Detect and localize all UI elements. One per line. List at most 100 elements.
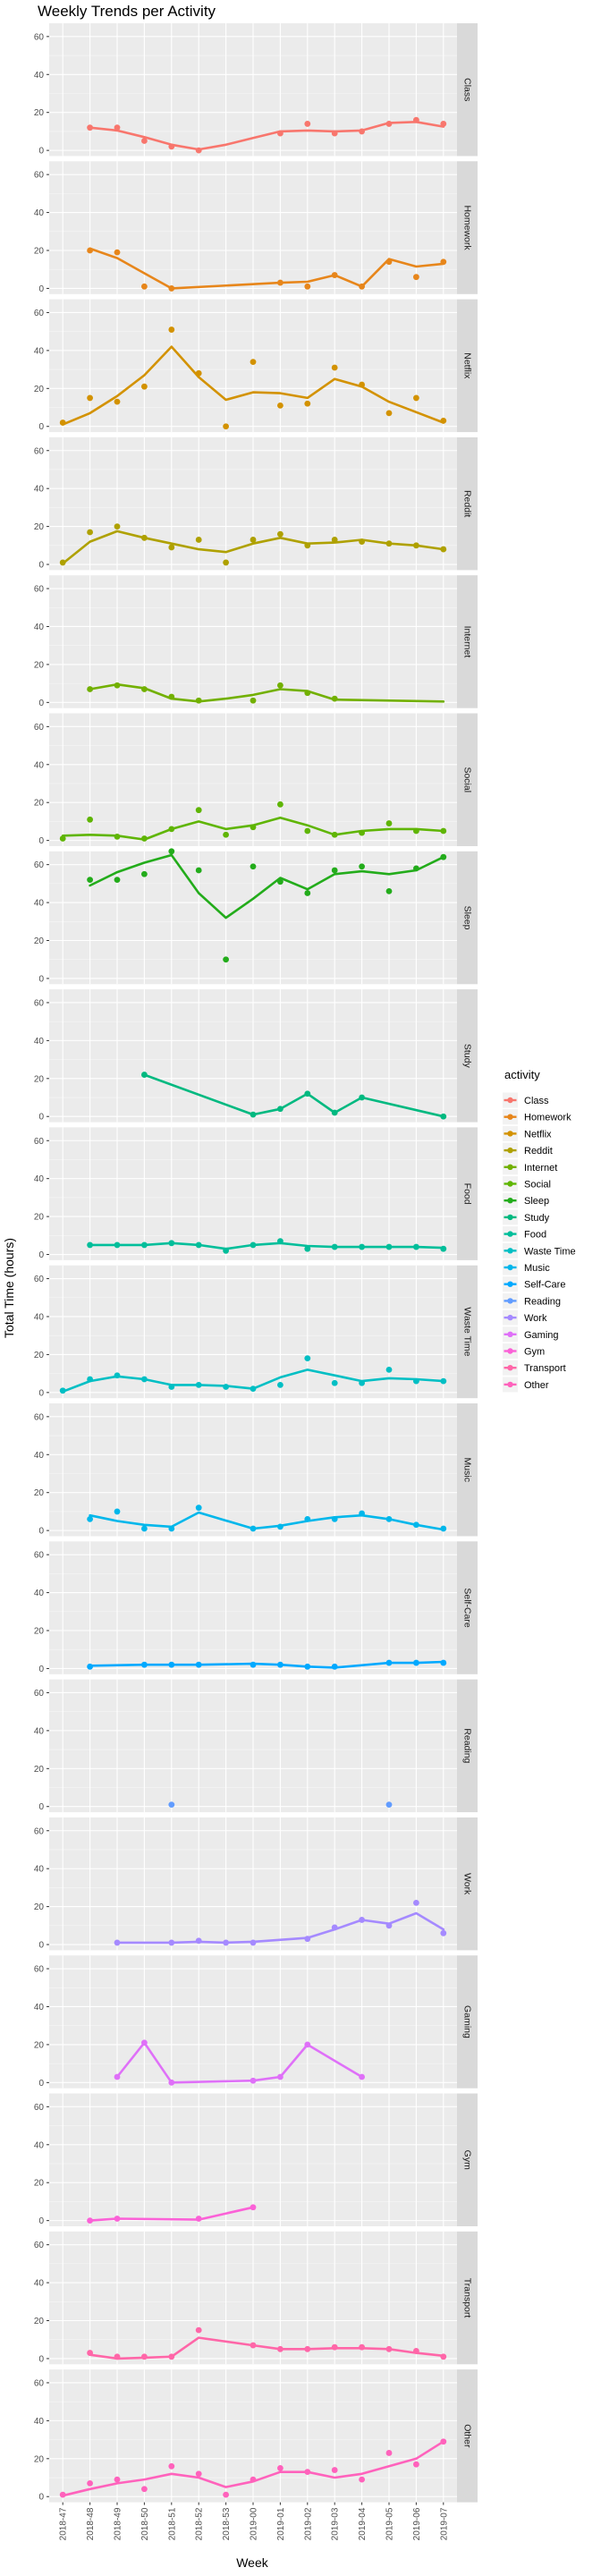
data-point <box>168 544 175 551</box>
data-point <box>87 686 93 692</box>
data-point <box>250 2476 257 2483</box>
data-point <box>359 1094 365 1101</box>
facet-label: Food <box>462 1183 473 1205</box>
data-point <box>277 1106 284 1113</box>
data-point <box>359 1917 365 1923</box>
data-point <box>440 1929 447 1936</box>
data-point <box>195 1661 202 1668</box>
data-point <box>385 1659 393 1666</box>
y-tick-label: 0 <box>38 1250 44 1260</box>
data-point <box>277 130 284 137</box>
y-tick-label: 60 <box>34 998 45 1008</box>
data-point <box>277 1523 284 1530</box>
facet-strip <box>457 1955 478 2089</box>
legend-key-point <box>507 1198 513 1204</box>
y-tick-label: 40 <box>34 2140 45 2150</box>
facet-label: Waste Time <box>462 1307 473 1356</box>
x-tick-label: 2018-50 <box>140 2507 150 2540</box>
y-tick-label: 40 <box>34 208 45 218</box>
data-point <box>331 1663 338 1670</box>
panel-music: 0 20 40 60 Music <box>34 1403 478 1537</box>
data-point <box>359 829 365 836</box>
y-tick-label: 0 <box>38 1388 44 1398</box>
panel-study: 0 20 40 60 Study <box>34 989 478 1123</box>
data-point <box>141 1376 148 1383</box>
data-point <box>59 419 66 426</box>
data-point <box>195 1241 202 1249</box>
data-point <box>168 1240 175 1247</box>
data-point <box>87 394 93 402</box>
y-tick-label: 60 <box>34 1826 45 1836</box>
x-tick-label: 2018-52 <box>195 2507 205 2540</box>
data-point <box>413 1659 419 1666</box>
data-point <box>195 1504 202 1512</box>
y-tick-label: 0 <box>38 147 44 157</box>
facet-label: Other <box>462 2424 473 2448</box>
data-point <box>141 2486 148 2493</box>
data-point <box>195 537 202 543</box>
data-point <box>304 283 311 290</box>
facet-label: Transport <box>462 2278 473 2318</box>
legend-key-point <box>507 1365 513 1371</box>
data-point <box>250 1385 257 1392</box>
data-point <box>141 138 148 144</box>
data-point <box>114 124 121 131</box>
data-point <box>250 1111 257 1118</box>
data-point <box>114 1508 121 1515</box>
data-point <box>168 848 175 855</box>
data-point <box>250 2342 257 2349</box>
data-point <box>223 1247 229 1254</box>
data-point <box>168 2079 175 2086</box>
data-point <box>440 121 447 127</box>
data-point <box>87 1376 93 1383</box>
panel-reddit: 0 20 40 60 Reddit <box>34 436 478 571</box>
data-point <box>277 1381 284 1388</box>
legend-key-point <box>507 1231 513 1237</box>
legend-key-point <box>507 1147 513 1154</box>
data-point <box>385 820 393 826</box>
y-axis-title: Total Time (hours) <box>2 1238 16 1338</box>
data-point <box>440 1377 447 1385</box>
facet-strip <box>457 1403 478 1537</box>
y-tick-label: 60 <box>34 1412 45 1422</box>
data-point <box>440 1659 447 1666</box>
data-point <box>87 877 93 884</box>
x-tick-label: 2018-48 <box>86 2507 96 2540</box>
legend-label: Social <box>524 1180 551 1191</box>
y-tick-label: 60 <box>34 2241 45 2250</box>
panel-reading: 0 20 40 60 Reading <box>34 1679 478 1813</box>
data-point <box>87 1663 93 1670</box>
legend-item-work: Work <box>503 1309 547 1326</box>
y-tick-label: 40 <box>34 899 45 909</box>
y-tick-label: 40 <box>34 346 45 356</box>
data-point <box>59 2491 66 2498</box>
data-point <box>141 283 148 290</box>
data-point <box>413 1243 419 1250</box>
data-point <box>385 2345 393 2352</box>
trend-line <box>89 247 445 290</box>
data-point <box>168 826 175 833</box>
y-tick-label: 40 <box>34 71 45 80</box>
data-point <box>114 833 121 840</box>
y-tick-label: 60 <box>34 2103 45 2113</box>
y-tick-label: 20 <box>34 522 45 532</box>
data-point <box>168 693 175 700</box>
y-tick-label: 60 <box>34 309 45 318</box>
data-point <box>331 1516 338 1522</box>
legend-label: Sleep <box>524 1196 549 1207</box>
y-tick-label: 60 <box>34 585 45 595</box>
data-point <box>331 1109 338 1116</box>
data-point <box>413 394 419 402</box>
data-point <box>250 697 257 704</box>
data-point <box>168 1384 175 1390</box>
legend-item-homework: Homework <box>503 1109 571 1125</box>
data-point <box>141 686 148 692</box>
y-tick-label: 60 <box>34 1275 45 1284</box>
data-point <box>141 1661 148 1668</box>
data-point <box>87 816 93 823</box>
data-point <box>440 1245 447 1252</box>
facet-strip <box>457 1679 478 1813</box>
data-point <box>59 835 66 842</box>
y-tick-label: 20 <box>34 660 45 670</box>
data-point <box>87 2217 93 2224</box>
